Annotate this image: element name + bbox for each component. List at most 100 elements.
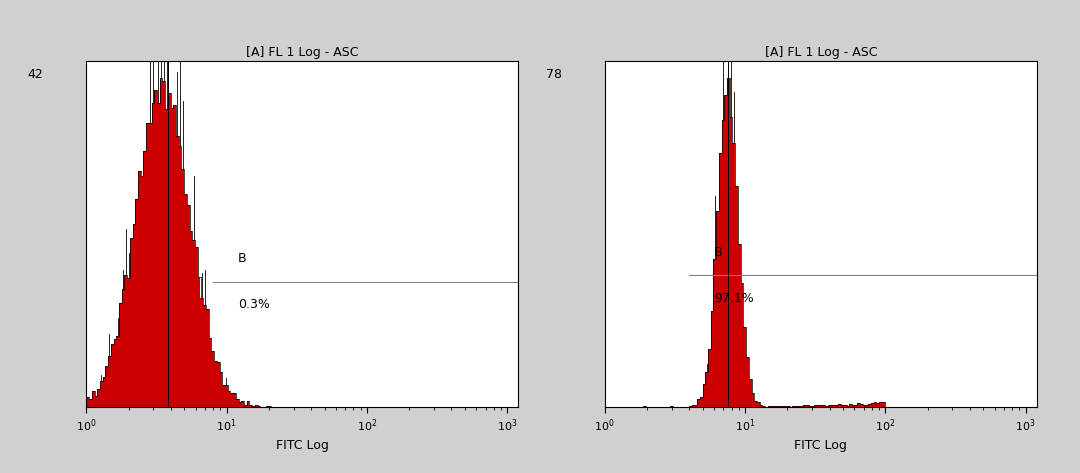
- Bar: [849, 404, 852, 407]
- Bar: [759, 405, 762, 407]
- Bar: [157, 104, 160, 407]
- Bar: [738, 245, 741, 407]
- Bar: [854, 405, 858, 407]
- Bar: [167, 93, 171, 407]
- Bar: [214, 361, 217, 407]
- Bar: [689, 406, 691, 407]
- X-axis label: FITC Log: FITC Log: [276, 439, 328, 452]
- Bar: [700, 396, 703, 407]
- Bar: [775, 406, 779, 407]
- Bar: [782, 406, 784, 407]
- Bar: [228, 391, 230, 407]
- Bar: [714, 259, 716, 407]
- Bar: [117, 336, 119, 407]
- Bar: [691, 405, 694, 407]
- Bar: [804, 405, 806, 407]
- Bar: [173, 105, 176, 407]
- Bar: [241, 401, 244, 407]
- Text: 97.1%: 97.1%: [714, 292, 754, 305]
- Bar: [246, 401, 249, 407]
- Bar: [868, 403, 872, 407]
- Bar: [130, 237, 133, 407]
- Bar: [144, 151, 146, 407]
- Bar: [798, 406, 800, 407]
- Bar: [809, 406, 811, 407]
- Bar: [119, 303, 122, 407]
- Bar: [266, 406, 269, 407]
- Text: B: B: [714, 246, 723, 259]
- Bar: [643, 406, 646, 407]
- Bar: [257, 406, 260, 407]
- Bar: [97, 389, 100, 407]
- Bar: [187, 205, 190, 407]
- Bar: [800, 406, 804, 407]
- Bar: [768, 406, 770, 407]
- Bar: [138, 171, 140, 407]
- Bar: [730, 117, 732, 407]
- Bar: [133, 224, 135, 407]
- Bar: [100, 381, 103, 407]
- Title: [A] FL 1 Log - ASC: [A] FL 1 Log - ASC: [246, 46, 359, 59]
- Bar: [831, 405, 833, 407]
- Bar: [757, 402, 759, 407]
- Bar: [793, 406, 795, 407]
- Bar: [179, 146, 181, 407]
- Bar: [92, 391, 95, 407]
- Bar: [705, 372, 708, 407]
- Bar: [222, 385, 225, 407]
- Bar: [838, 404, 841, 407]
- Bar: [113, 339, 117, 407]
- Bar: [195, 247, 198, 407]
- Bar: [694, 405, 698, 407]
- Bar: [103, 377, 106, 407]
- Bar: [230, 394, 233, 407]
- Bar: [106, 366, 108, 407]
- Bar: [225, 385, 228, 407]
- Bar: [762, 406, 765, 407]
- Bar: [108, 356, 111, 407]
- Bar: [795, 406, 798, 407]
- Bar: [176, 136, 179, 407]
- Bar: [95, 396, 97, 407]
- Bar: [725, 95, 727, 407]
- Bar: [721, 120, 725, 407]
- Bar: [190, 231, 192, 407]
- Bar: [235, 399, 239, 407]
- Text: 0.3%: 0.3%: [238, 298, 270, 311]
- Bar: [806, 405, 809, 407]
- Bar: [732, 143, 735, 407]
- Bar: [217, 362, 219, 407]
- Bar: [698, 399, 700, 407]
- Bar: [185, 194, 187, 407]
- Bar: [160, 78, 162, 407]
- Bar: [146, 123, 149, 407]
- Bar: [708, 349, 711, 407]
- X-axis label: FITC Log: FITC Log: [795, 439, 847, 452]
- Bar: [269, 406, 271, 407]
- Bar: [716, 211, 719, 407]
- Bar: [203, 305, 206, 407]
- Bar: [252, 406, 255, 407]
- Bar: [874, 402, 877, 407]
- Bar: [847, 406, 849, 407]
- Bar: [219, 372, 222, 407]
- Bar: [746, 357, 748, 407]
- Bar: [825, 406, 827, 407]
- Bar: [711, 311, 714, 407]
- Bar: [124, 275, 127, 407]
- Bar: [820, 405, 822, 407]
- Bar: [833, 405, 836, 407]
- Bar: [149, 123, 151, 407]
- Bar: [814, 405, 816, 407]
- Bar: [86, 397, 90, 407]
- Bar: [127, 278, 130, 407]
- Bar: [754, 401, 757, 407]
- Bar: [206, 309, 208, 407]
- Bar: [863, 405, 865, 407]
- Title: [A] FL 1 Log - ASC: [A] FL 1 Log - ASC: [765, 46, 877, 59]
- Bar: [90, 399, 92, 407]
- Bar: [877, 403, 879, 407]
- Bar: [703, 384, 705, 407]
- Bar: [858, 403, 860, 407]
- Bar: [784, 406, 787, 407]
